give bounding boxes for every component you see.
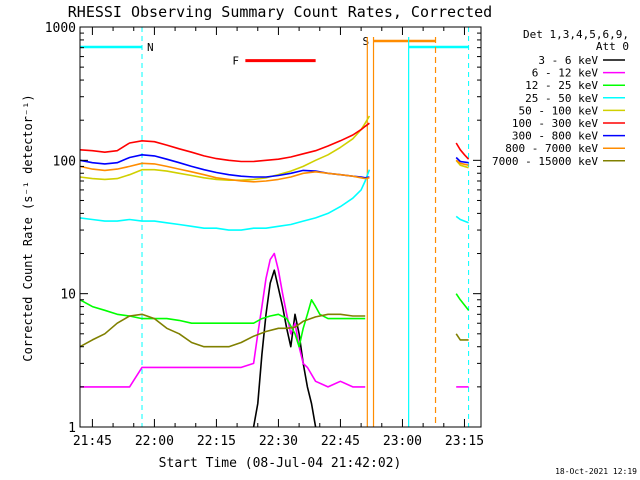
series-line-9	[79, 313, 366, 348]
series-line-9	[455, 333, 469, 341]
series-line-6	[79, 122, 370, 163]
series-line-8	[79, 162, 370, 183]
legend-entry-label: 3 - 6 keV	[538, 54, 598, 67]
legend-entry-label: 100 - 300 keV	[512, 117, 598, 130]
series-line-5	[79, 115, 371, 181]
y-tick-label: 100	[53, 154, 76, 169]
legend-entry-label: 12 - 25 keV	[525, 79, 598, 92]
series-line-2	[80, 252, 366, 388]
legend-entry-label: 800 - 7000 keV	[505, 142, 598, 155]
x-axis-label: Start Time (08-Jul-04 21:42:02)	[159, 456, 402, 471]
series-line-3	[79, 298, 366, 348]
timestamp: 18-Oct-2021 12:19	[555, 467, 637, 476]
legend-header: Att 0	[596, 40, 629, 53]
axis-layer: 1 10 100 1000 21:45 22:00 22:15 22:30 22:45 23:00…	[45, 21, 484, 449]
series-line-1	[252, 269, 317, 428]
series-line-8	[455, 159, 469, 166]
annotation-layer: N F S	[80, 27, 470, 427]
saa-label: S	[363, 35, 370, 48]
legend-entry-label: 300 - 800 keV	[512, 130, 598, 143]
y-tick-label: 10	[60, 288, 76, 303]
night-label: N	[147, 41, 154, 54]
legend-entry-label: 50 - 100 keV	[519, 104, 599, 117]
chart-title: RHESSI Observing Summary Count Rates, Co…	[68, 3, 492, 21]
x-tick-label: 22:30	[259, 434, 298, 449]
legend-entry-label: 6 - 12 keV	[532, 67, 599, 80]
y-axis-label: Corrected Count Rate (s⁻¹ detector⁻¹)	[21, 94, 35, 361]
flare-label: F	[232, 55, 239, 68]
x-tick-label: 22:00	[135, 434, 174, 449]
x-tick-label: 22:45	[321, 434, 360, 449]
series-line-7	[455, 156, 469, 164]
series-line-4	[79, 169, 371, 231]
x-tick-label: 23:00	[383, 434, 422, 449]
series-line-7	[79, 154, 370, 179]
legend-entry-label: 7000 - 15000 keV	[492, 155, 598, 168]
x-tick-label: 22:15	[197, 434, 236, 449]
plot-frame	[79, 26, 482, 428]
legend-header: Det 1,3,4,5,6,9,	[523, 28, 629, 41]
y-tick-label: 1	[68, 421, 76, 436]
series-line-4	[455, 215, 469, 224]
x-tick-label: 21:45	[73, 434, 112, 449]
series-layer	[79, 115, 470, 428]
series-line-6	[455, 142, 470, 160]
legend-entry-label: 25 - 50 keV	[525, 92, 598, 105]
series-line-3	[455, 293, 470, 311]
x-tick-label: 23:15	[445, 434, 484, 449]
y-tick-label: 1000	[45, 21, 76, 36]
